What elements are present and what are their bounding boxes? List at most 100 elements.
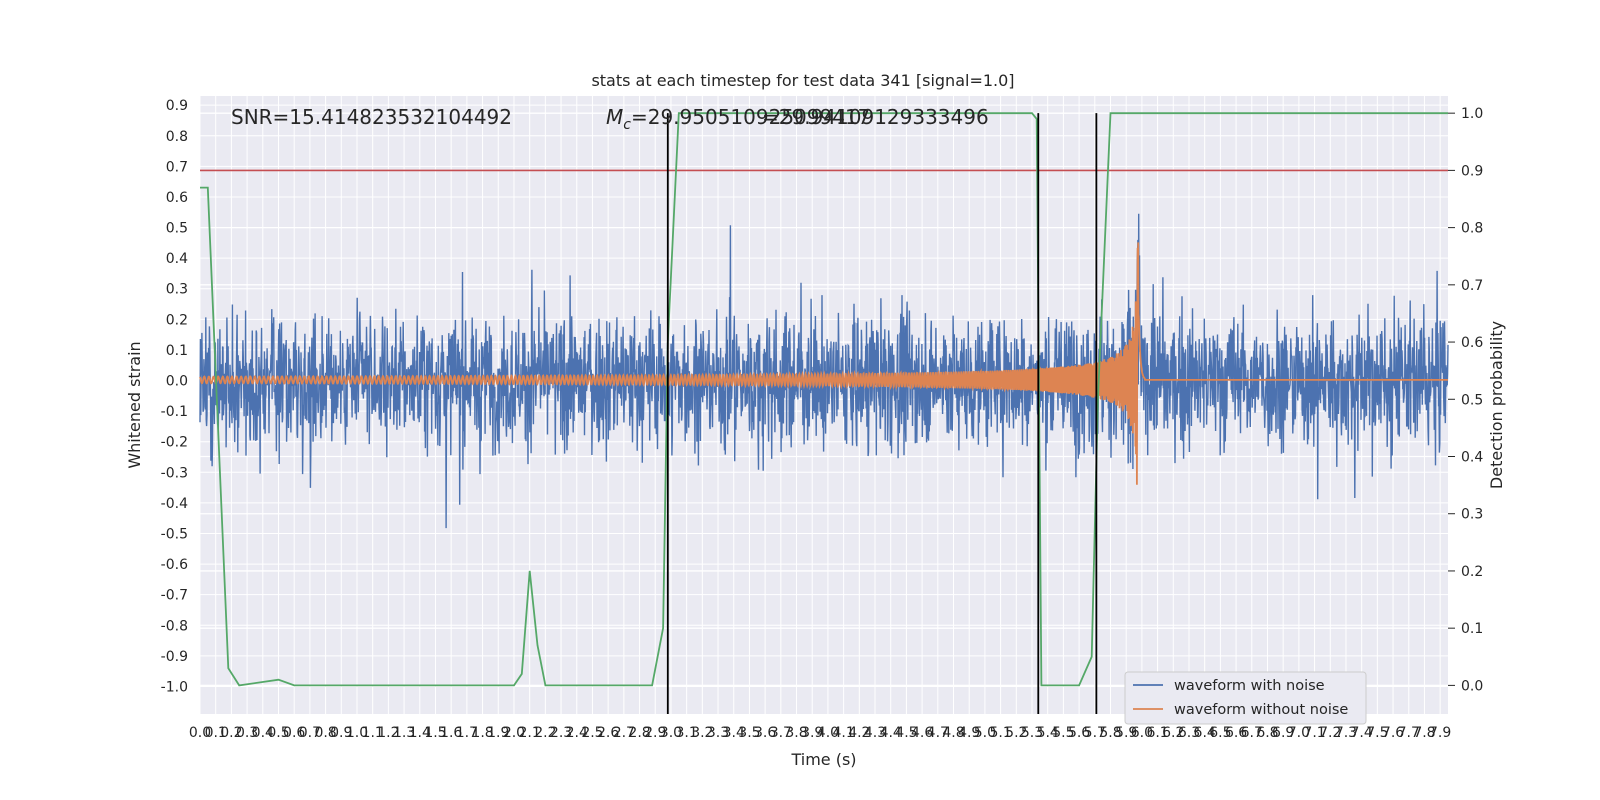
x-tick-label: 6.4 — [1194, 725, 1216, 741]
x-tick-label: 2.0 — [503, 725, 525, 741]
series-detection-probability — [200, 112, 1448, 687]
x-tick-label: 0.8 — [314, 725, 336, 741]
x-tick-label: 3.4 — [723, 725, 745, 741]
x-tick-label: 1.5 — [424, 725, 446, 741]
x-tick-label: 7.2 — [1319, 725, 1341, 741]
y-left-tick-label: 0.5 — [166, 221, 188, 237]
y-right-tick-label: 0.4 — [1461, 450, 1483, 466]
x-tick-label: 2.6 — [597, 725, 619, 741]
y-left-tick-label: -0.8 — [161, 618, 188, 634]
y-right-tick-label: 0.8 — [1461, 221, 1483, 237]
x-tick-label: 3.5 — [738, 725, 760, 741]
x-tick-label: 4.4 — [880, 725, 902, 741]
x-tick-label: 5.6 — [1068, 725, 1090, 741]
x-tick-labels: 0.00.10.20.30.40.50.60.70.80.91.01.11.21… — [189, 725, 1451, 741]
vertical-markers — [666, 113, 1098, 714]
legend-box — [1124, 671, 1367, 725]
mc-overlap-annotation: =29.94109129333496 — [762, 105, 989, 129]
x-tick-label: 5.3 — [1021, 725, 1043, 741]
y-left-tick-label: 0.6 — [166, 190, 188, 206]
snr-annotation: SNR=15.414823532104492 — [231, 105, 512, 129]
series-waveform-without-noise — [199, 242, 1448, 485]
y-right-tick-label: 0.2 — [1461, 564, 1483, 580]
y-left-tick-label: 0.0 — [166, 374, 188, 390]
x-tick-label: 3.6 — [754, 725, 776, 741]
y-right-tick-label: 0.3 — [1461, 507, 1483, 523]
x-tick-label: 3.0 — [660, 725, 682, 741]
x-tick-label: 1.7 — [456, 725, 478, 741]
x-tick-label: 2.2 — [534, 725, 556, 741]
x-tick-label: 7.0 — [1288, 725, 1310, 741]
x-tick-label: 3.9 — [801, 725, 823, 741]
x-tick-label: 5.7 — [1084, 725, 1106, 741]
mc-subscript: c — [623, 117, 631, 133]
x-tick-label: 5.5 — [1052, 725, 1074, 741]
y-right-tick-label: 0.9 — [1461, 163, 1483, 179]
y-left-tick-label: 0.8 — [166, 129, 188, 145]
mc-symbol: M — [606, 105, 623, 129]
x-tick-label: 5.8 — [1099, 725, 1121, 741]
x-tick-label: 0.9 — [330, 725, 352, 741]
x-tick-label: 3.1 — [676, 725, 698, 741]
x-tick-label: 7.5 — [1366, 725, 1388, 741]
x-tick-label: 6.9 — [1272, 725, 1294, 741]
x-tick-label: 6.1 — [1146, 725, 1168, 741]
legend: waveform with noise waveform without noi… — [1124, 671, 1367, 725]
x-tick-label: 7.1 — [1303, 725, 1325, 741]
y-right-tick-label: 0.6 — [1461, 335, 1483, 351]
x-tick-label: 4.8 — [942, 725, 964, 741]
x-tick-label: 6.3 — [1178, 725, 1200, 741]
x-tick-label: 3.2 — [691, 725, 713, 741]
y-left-tick-label: -0.2 — [161, 435, 188, 451]
x-tick-label: 5.0 — [974, 725, 996, 741]
probability-line — [200, 112, 1448, 687]
x-tick-label: 2.3 — [550, 725, 572, 741]
mc-annotation: Mc=29.950510925099417 — [606, 105, 870, 133]
x-tick-label: 0.2 — [220, 725, 242, 741]
x-tick-label: 2.7 — [613, 725, 635, 741]
y-left-tick-label: 0.4 — [166, 251, 188, 267]
y-left-tick-label: -0.1 — [161, 404, 188, 420]
x-tick-label: 2.1 — [519, 725, 541, 741]
x-tick-label: 4.5 — [895, 725, 917, 741]
x-tick-label: 6.0 — [1131, 725, 1153, 741]
x-tick-label: 4.3 — [864, 725, 886, 741]
y-right-tick-label: 0.5 — [1461, 392, 1483, 408]
x-tick-label: 7.6 — [1382, 725, 1404, 741]
x-tick-label: 0.4 — [252, 725, 274, 741]
x-tick-label: 4.0 — [817, 725, 839, 741]
y-left-tick-label: 0.7 — [166, 159, 188, 175]
x-tick-label: 0.0 — [189, 725, 211, 741]
x-tick-label: 7.8 — [1413, 725, 1435, 741]
x-tick-label: 4.6 — [911, 725, 933, 741]
x-tick-label: 1.0 — [346, 725, 368, 741]
x-tick-label: 1.2 — [377, 725, 399, 741]
y-left-tick-label: -0.5 — [161, 526, 188, 542]
x-tick-label: 6.7 — [1241, 725, 1263, 741]
x-tick-label: 4.2 — [848, 725, 870, 741]
legend-label-clean: waveform without noise — [1174, 702, 1348, 718]
y-left-tick-label: -0.3 — [161, 465, 188, 481]
x-tick-label: 6.8 — [1256, 725, 1278, 741]
x-tick-label: 4.7 — [927, 725, 949, 741]
x-tick-label: 5.2 — [1005, 725, 1027, 741]
y-left-tick-label: 0.3 — [166, 282, 188, 298]
y-right-tick-label: 0.1 — [1461, 621, 1483, 637]
y-left-tick-label: -0.7 — [161, 588, 188, 604]
x-tick-label: 7.3 — [1335, 725, 1357, 741]
y-left-tick-label: -1.0 — [161, 679, 188, 695]
x-tick-label: 5.4 — [1037, 725, 1059, 741]
x-tick-label: 1.3 — [393, 725, 415, 741]
y-right-tick-label: 0.0 — [1461, 678, 1483, 694]
x-tick-label: 5.9 — [1115, 725, 1137, 741]
y-left-axis-label: Whitened strain — [125, 341, 144, 468]
x-tick-label: 2.5 — [581, 725, 603, 741]
y-left-tick-label: 0.9 — [166, 98, 188, 114]
y-right-tick-labels: 1.0 0.9 0.8 0.7 0.6 0.5 0.4 0.3 0.2 0.1 0.0 — [1448, 106, 1483, 694]
x-tick-label: 6.5 — [1209, 725, 1231, 741]
x-tick-label: 7.9 — [1429, 725, 1451, 741]
x-tick-label: 1.1 — [362, 725, 384, 741]
y-left-tick-label: -0.6 — [161, 557, 188, 573]
x-tick-label: 0.1 — [205, 725, 227, 741]
y-right-tick-label: 0.7 — [1461, 278, 1483, 294]
